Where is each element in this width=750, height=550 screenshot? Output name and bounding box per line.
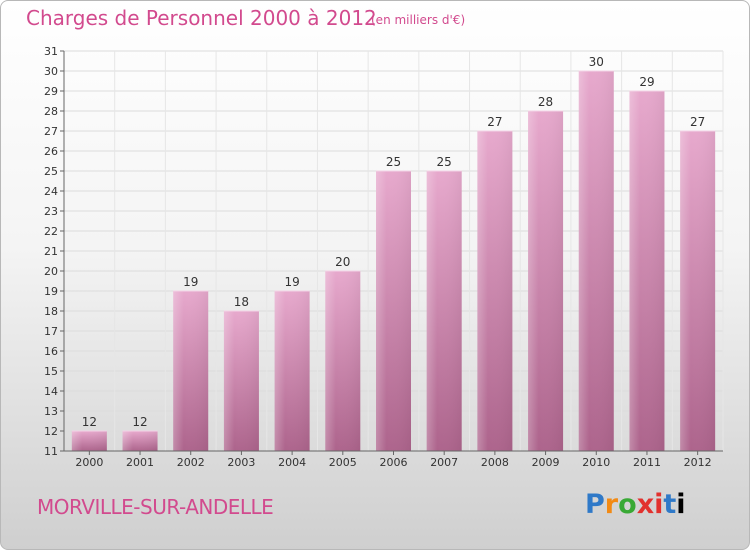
x-tick-label-2002: 2002 [177, 456, 205, 469]
value-label-2002: 19 [183, 275, 198, 289]
x-tick-label-2009: 2009 [532, 456, 560, 469]
value-label-2007: 25 [437, 155, 452, 169]
y-tick-label: 14 [44, 385, 58, 398]
y-tick-label: 16 [44, 345, 58, 358]
bar-shine-2003 [223, 311, 259, 451]
x-tick-label-2003: 2003 [227, 456, 255, 469]
y-tick-label: 15 [44, 365, 58, 378]
y-tick-label: 28 [44, 105, 58, 118]
x-tick-label-2010: 2010 [582, 456, 610, 469]
proxiti-logo: Proxiti [585, 489, 686, 520]
bar-shine-2007 [426, 171, 462, 451]
axes: 11 12 13 14 15 16 17 18 19 20 21 22 23 24 25 26 27 28 29 30… [44, 45, 723, 469]
chart-title: Charges de Personnel 2000 à 2012 [26, 6, 377, 30]
x-tick-label-2006: 2006 [380, 456, 408, 469]
bar-shine-2002 [173, 291, 209, 451]
x-tick-label-2011: 2011 [633, 456, 661, 469]
bar-shine-2012 [680, 131, 716, 451]
y-tick-label: 26 [44, 145, 58, 158]
value-label-2004: 19 [284, 275, 299, 289]
value-label-2000: 12 [82, 415, 97, 429]
x-tick-label-2001: 2001 [126, 456, 154, 469]
bar-shine-2000 [71, 431, 107, 451]
bar-shine-2010 [578, 71, 614, 451]
place-name: MORVILLE-SUR-ANDELLE [37, 495, 274, 519]
y-tick-label: 31 [44, 45, 58, 58]
y-tick-label: 24 [44, 185, 58, 198]
value-label-2012: 27 [690, 115, 705, 129]
value-label-2005: 20 [335, 255, 350, 269]
x-tick-label-2004: 2004 [278, 456, 306, 469]
value-label-2008: 27 [487, 115, 502, 129]
y-tick-label: 25 [44, 165, 58, 178]
y-tick-label: 30 [44, 65, 58, 78]
value-labels: 12 12 19 18 19 20 25 25 27 28 30 29 27 [82, 55, 706, 429]
y-tick-label: 11 [44, 445, 58, 458]
x-tick-label-2007: 2007 [430, 456, 458, 469]
value-label-2011: 29 [639, 75, 654, 89]
y-tick-label: 21 [44, 245, 58, 258]
bar-shine-2001 [122, 431, 158, 451]
bar-shine-2009 [528, 111, 564, 451]
value-label-2010: 30 [589, 55, 604, 69]
y-tick-label: 12 [44, 425, 58, 438]
value-label-2003: 18 [234, 295, 249, 309]
y-tick-label: 23 [44, 205, 58, 218]
y-tick-label: 18 [44, 305, 58, 318]
value-label-2009: 28 [538, 95, 553, 109]
y-tick-label: 20 [44, 265, 58, 278]
bar-shine-2004 [274, 291, 310, 451]
value-label-2006: 25 [386, 155, 401, 169]
x-tick-label-2005: 2005 [329, 456, 357, 469]
bars [71, 70, 716, 451]
bar-shine-2011 [629, 91, 665, 451]
chart-subtitle: (en milliers d'€) [371, 13, 466, 27]
y-tick-label: 27 [44, 125, 58, 138]
y-tick-label: 13 [44, 405, 58, 418]
y-tick-label: 29 [44, 85, 58, 98]
y-tick-label: 17 [44, 325, 58, 338]
bar-shine-2006 [376, 171, 411, 451]
x-tick-label-2008: 2008 [481, 456, 509, 469]
bar-shine-2005 [325, 271, 361, 451]
value-label-2001: 12 [132, 415, 147, 429]
y-tick-label: 19 [44, 285, 58, 298]
y-tick-label: 22 [44, 225, 58, 238]
x-tick-label-2012: 2012 [684, 456, 712, 469]
x-tick-label-2000: 2000 [75, 456, 103, 469]
bar-shine-2008 [477, 131, 513, 451]
